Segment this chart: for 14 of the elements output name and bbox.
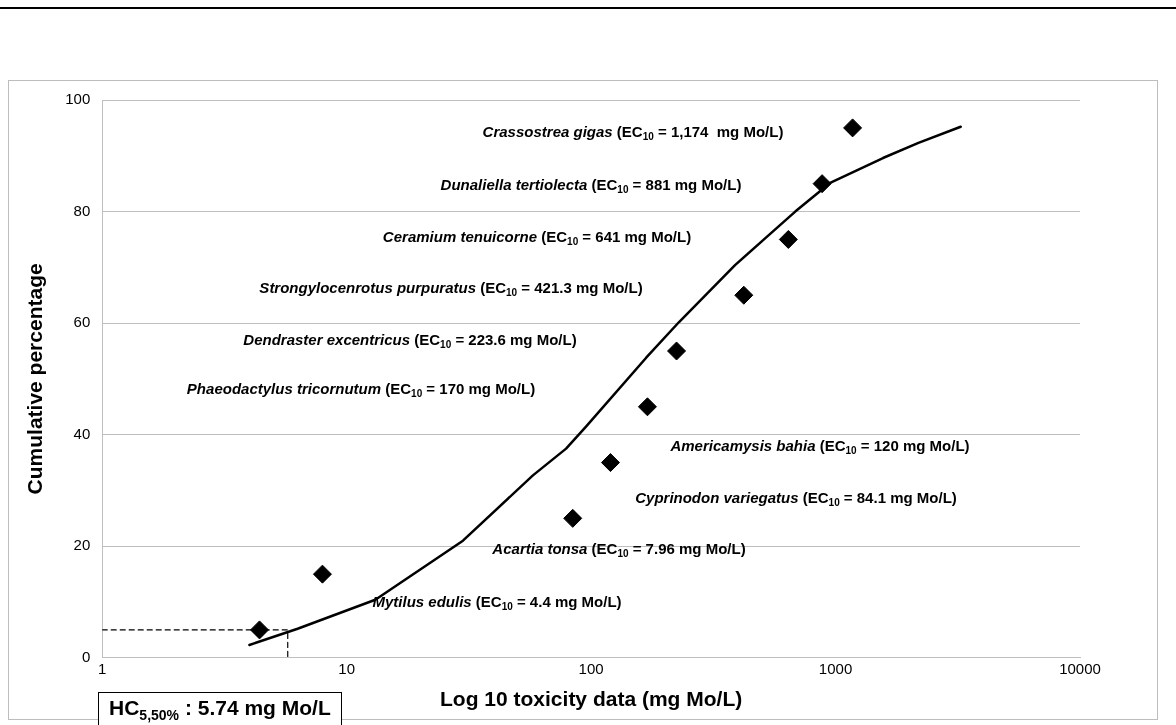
y-tick-label: 60 <box>73 313 91 331</box>
y-tick-label: 0 <box>81 647 91 665</box>
text: HC$_{5,50%}$ : 5.74 mg Mo/L <box>98 692 342 725</box>
y-tick-label: 100 <box>65 90 91 108</box>
y-tick-label: 40 <box>73 424 91 442</box>
x-tick-label: 10000 <box>1059 659 1101 677</box>
x-tick-label: 1000 <box>818 659 853 677</box>
x-axis-title: Log 10 toxicity data (mg Mo/L) <box>440 687 743 711</box>
x-tick-label: 100 <box>578 659 604 677</box>
x-tick-label: 1 <box>98 659 107 677</box>
y-tick-label: 20 <box>73 536 91 554</box>
y-axis-title: Cumulative percentage <box>23 263 47 495</box>
y-tick-label: 80 <box>73 201 91 219</box>
x-tick-label: 10 <box>338 659 356 677</box>
